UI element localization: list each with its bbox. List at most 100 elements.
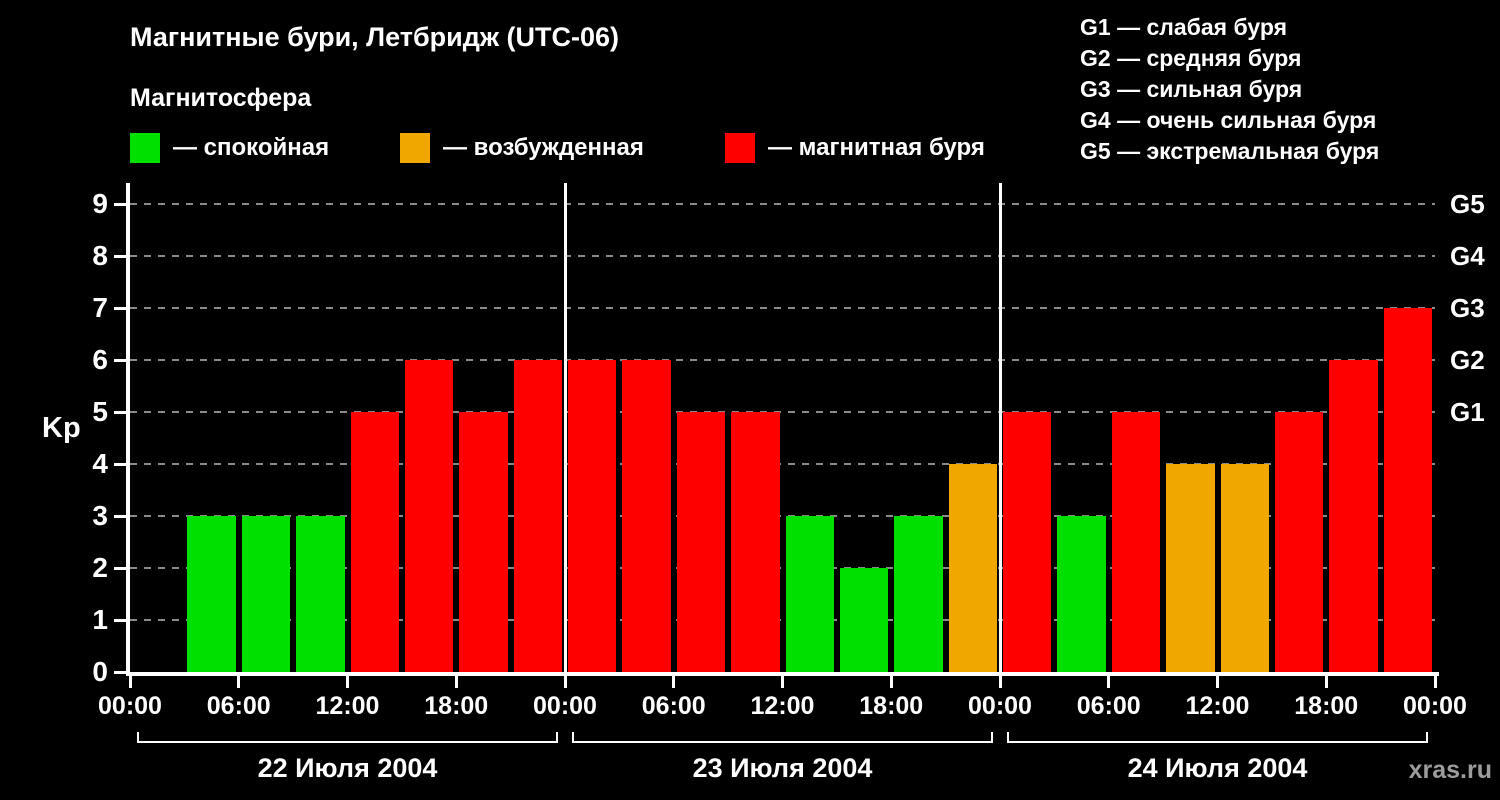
- y-axis-tick: [114, 306, 126, 310]
- x-axis-tick: [1324, 676, 1328, 688]
- x-tick-label: 00:00: [968, 692, 1032, 720]
- x-axis-tick: [672, 676, 676, 688]
- x-axis-line: [126, 672, 1439, 676]
- y-axis-tick: [114, 410, 126, 414]
- kp-bar: [1166, 464, 1215, 672]
- legend-item-quiet: — спокойная: [130, 133, 329, 163]
- x-tick-label: 18:00: [1294, 692, 1359, 720]
- x-axis-tick: [1216, 676, 1219, 688]
- gridline: [130, 411, 1435, 413]
- kp-bar: [622, 360, 671, 672]
- y-tick-label: 7: [92, 292, 108, 323]
- x-axis-tick: [454, 676, 458, 688]
- storm-scale-line: G1 — слабая буря: [1080, 14, 1288, 40]
- kp-bar: [839, 568, 889, 672]
- chart-subtitle: Магнитосфера: [130, 84, 312, 112]
- date-bracket-line: [137, 741, 558, 743]
- kp-bar: [785, 516, 834, 672]
- y-axis-tick: [114, 202, 126, 206]
- date-label: 22 Июля 2004: [257, 753, 438, 783]
- legend-item-storm: — магнитная буря: [725, 133, 985, 163]
- kp-bar: [350, 412, 399, 672]
- kp-bar: [1383, 308, 1432, 672]
- x-axis-tick: [1433, 676, 1437, 688]
- kp-bar: [296, 516, 345, 672]
- storm-scale-legend: G1 — слабая буря G2 — средняя буря G3 — си…: [1080, 12, 1379, 167]
- date-bracket-line: [572, 741, 993, 743]
- storm-scale-line: G4 — очень сильная буря: [1080, 107, 1377, 133]
- date-label: 24 Июля 2004: [1127, 753, 1308, 783]
- kp-bar: [894, 516, 943, 672]
- date-bracket-cap: [556, 732, 558, 743]
- y-tick-label: 9: [92, 188, 108, 219]
- legend-item-excited: — возбужденная: [400, 133, 644, 163]
- chart-title: Магнитные бури, Летбридж (UTC-06): [130, 22, 620, 52]
- x-axis-tick: [889, 676, 893, 688]
- storm-scale-line: G5 — экстремальная буря: [1080, 138, 1380, 164]
- x-axis-tick: [237, 676, 241, 688]
- date-bracket-line: [1007, 741, 1428, 743]
- x-tick-label: 12:00: [1185, 692, 1250, 720]
- kp-bar: [1003, 412, 1052, 672]
- kp-bar: [459, 412, 508, 672]
- y-axis-tick: [114, 670, 126, 674]
- y-tick-label: 5: [92, 396, 108, 427]
- x-tick-label: 06:00: [206, 692, 271, 720]
- y-axis-tick: [114, 514, 126, 518]
- y-axis-tick: [114, 254, 126, 258]
- gridline: [130, 567, 1435, 569]
- y-tick-label: 3: [92, 500, 108, 531]
- kp-bar: [1111, 412, 1161, 672]
- x-tick-label: 12:00: [315, 692, 380, 720]
- y-tick-label: 1: [92, 604, 108, 635]
- storm-scale-line: G2 — средняя буря: [1080, 45, 1302, 71]
- kp-bar: [1274, 412, 1324, 672]
- date-bracket-cap: [1426, 732, 1428, 743]
- y-axis-tick: [114, 462, 126, 466]
- x-tick-label: 00:00: [98, 692, 162, 720]
- gridline: [130, 255, 1435, 257]
- x-tick-label: 06:00: [641, 692, 706, 720]
- x-axis-tick: [563, 676, 567, 688]
- y-tick-label: 2: [92, 552, 108, 583]
- watermark: xras.ru: [1408, 756, 1492, 784]
- kp-bar: [676, 412, 726, 672]
- g-scale-tick-label: G1: [1450, 397, 1485, 427]
- kp-bar: [1329, 360, 1378, 672]
- quiet-color-swatch: [130, 133, 160, 163]
- x-tick-label: 12:00: [750, 692, 815, 720]
- date-bracket-cap: [137, 732, 139, 743]
- legend-label: — магнитная буря: [768, 134, 985, 161]
- x-axis-tick: [346, 676, 349, 688]
- kp-bar: [241, 516, 291, 672]
- y-axis-tick: [114, 566, 126, 570]
- g-scale-tick-label: G3: [1450, 293, 1485, 323]
- g-scale-tick-label: G4: [1450, 241, 1485, 271]
- x-axis-tick: [128, 676, 132, 688]
- x-tick-label: 00:00: [1403, 692, 1467, 720]
- x-tick-label: 18:00: [859, 692, 924, 720]
- x-axis-tick: [1107, 676, 1111, 688]
- gridline: [130, 463, 1435, 465]
- day-separator: [563, 183, 567, 672]
- kp-bar: [948, 464, 997, 672]
- kp-bar: [1057, 516, 1106, 672]
- x-tick-label: 18:00: [424, 692, 489, 720]
- gridline: [130, 359, 1435, 361]
- legend-label: — спокойная: [173, 134, 330, 161]
- y-tick-label: 6: [92, 344, 108, 375]
- y-axis-title: Kp: [42, 412, 81, 444]
- x-tick-label: 06:00: [1076, 692, 1141, 720]
- date-bracket-cap: [1007, 732, 1009, 743]
- g-scale-tick-label: G2: [1450, 345, 1485, 375]
- date-bracket-cap: [572, 732, 574, 743]
- y-tick-label: 4: [92, 448, 108, 479]
- day-separator: [998, 183, 1002, 672]
- date-label: 23 Июля 2004: [692, 753, 873, 783]
- y-axis-tick: [114, 358, 126, 362]
- gridline: [130, 203, 1435, 205]
- y-axis-line: [126, 183, 130, 676]
- date-bracket-cap: [991, 732, 993, 743]
- kp-bar: [513, 360, 562, 672]
